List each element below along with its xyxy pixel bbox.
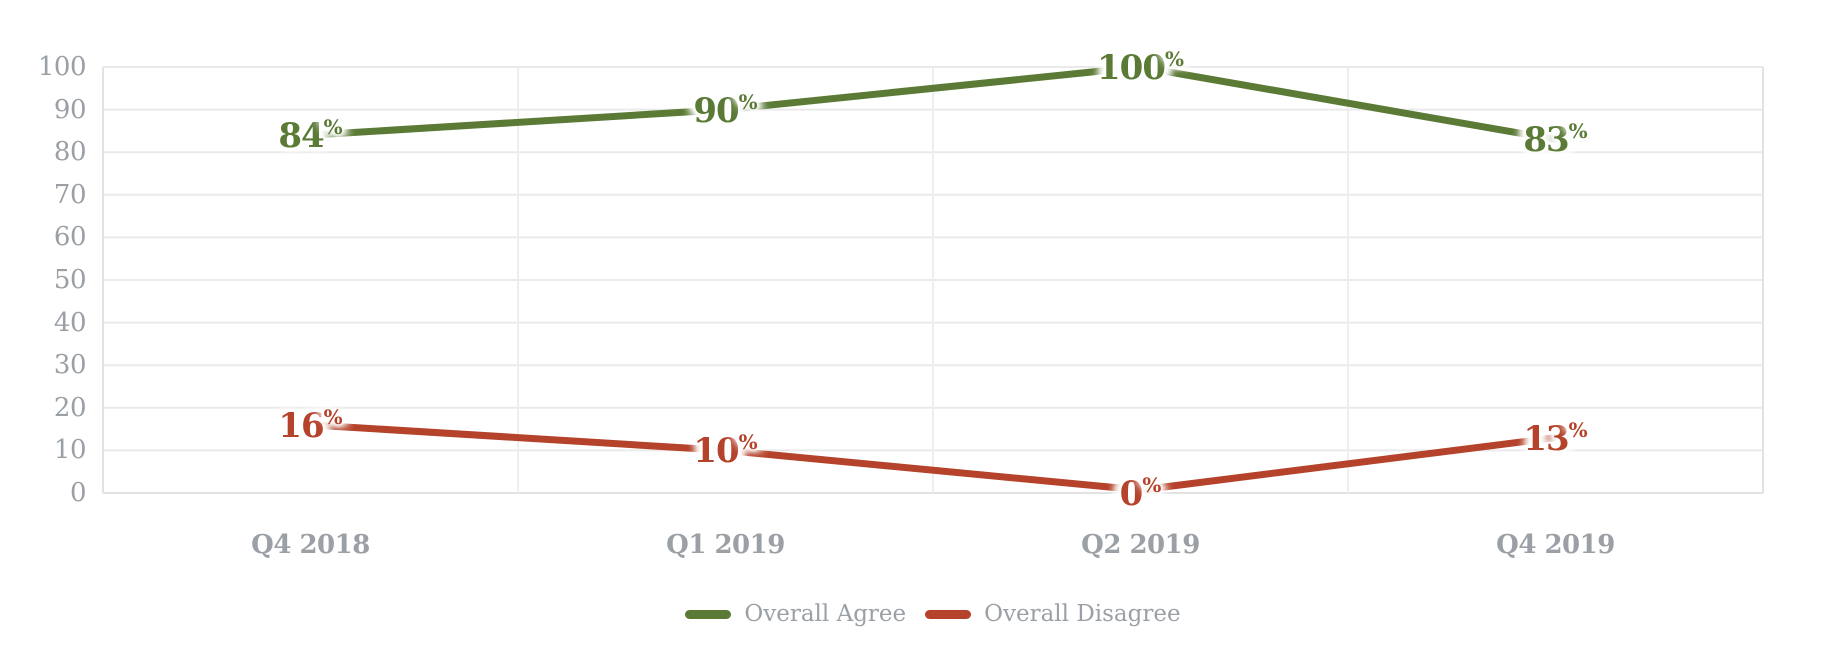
data-label-series0-point2: 100%	[1097, 49, 1184, 85]
data-label-series1-point0: 16%	[278, 407, 342, 443]
data-label-percent-sign: %	[323, 404, 343, 429]
data-label-percent-sign: %	[1142, 473, 1162, 497]
y-tick-label-100: 100	[37, 52, 87, 82]
data-label-value: 16	[278, 405, 324, 446]
data-label-series1-point2: 0%	[1120, 475, 1162, 511]
y-tick-label-80: 80	[53, 137, 87, 168]
data-label-value: 100	[1097, 48, 1166, 88]
data-label-value: 83	[1523, 120, 1569, 161]
series-line-1	[307, 421, 1559, 494]
y-tick-label-30: 30	[53, 350, 87, 381]
data-label-percent-sign: %	[323, 115, 343, 140]
y-tick-label-90: 90	[53, 94, 87, 125]
data-label-value: 0	[1119, 474, 1144, 514]
data-label-series0-point3: 83%	[1523, 121, 1587, 157]
data-label-series1-point1: 10%	[693, 432, 757, 468]
y-tick-label-20: 20	[53, 392, 87, 423]
x-axis-label-2: Q2 2019	[1081, 530, 1200, 560]
data-label-percent-sign: %	[1568, 119, 1588, 144]
data-label-percent-sign: %	[738, 89, 758, 114]
series-line-0	[307, 63, 1559, 143]
legend-label-overall-agree: Overall Agree	[744, 601, 907, 627]
y-tick-label-40: 40	[53, 307, 87, 338]
y-tick-label-0: 0	[69, 478, 87, 508]
data-label-series0-point0: 84%	[278, 117, 342, 153]
legend-item-overall-agree[interactable]: Overall Agree	[685, 600, 906, 628]
x-axis-label-0: Q4 2018	[251, 530, 370, 560]
vertical-gridlines	[517, 67, 1349, 493]
y-tick-label-10: 10	[53, 435, 87, 466]
data-label-percent-sign: %	[738, 430, 758, 455]
y-tick-label-50: 50	[53, 265, 87, 295]
data-label-value: 84	[278, 116, 324, 157]
legend-item-overall-disagree[interactable]: Overall Disagree	[925, 600, 1181, 628]
axis-border-lines	[102, 67, 1764, 493]
legend: Overall Agree Overall Disagree	[103, 600, 1763, 628]
data-label-percent-sign: %	[1164, 47, 1184, 71]
data-label-percent-sign: %	[1568, 417, 1588, 442]
data-label-series0-point1: 90%	[693, 92, 757, 128]
series-lines	[307, 63, 1559, 494]
legend-label-overall-disagree: Overall Disagree	[984, 601, 1181, 627]
x-axis-label-3: Q4 2019	[1496, 530, 1615, 560]
legend-swatch-overall-disagree	[925, 609, 972, 619]
y-tick-label-70: 70	[53, 179, 87, 210]
x-axis-label-1: Q1 2019	[666, 530, 785, 560]
legend-swatch-overall-agree	[685, 609, 732, 619]
data-label-value: 13	[1523, 418, 1569, 459]
y-tick-label-60: 60	[53, 222, 87, 253]
data-label-series1-point3: 13%	[1523, 420, 1587, 456]
data-label-value: 90	[693, 90, 739, 131]
data-label-value: 10	[693, 431, 739, 472]
